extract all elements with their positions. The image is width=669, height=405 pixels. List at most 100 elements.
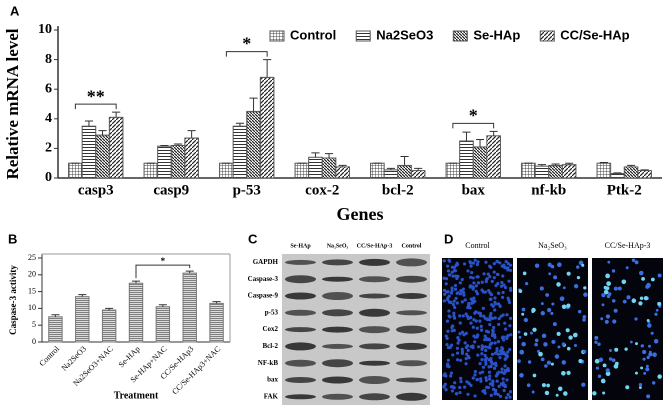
cell (480, 345, 484, 350)
bar (209, 302, 224, 343)
cell (621, 279, 627, 285)
cell (608, 348, 612, 352)
cell (482, 314, 486, 318)
cell (465, 352, 469, 356)
cell (602, 391, 606, 395)
legend-label: Na2SeO3 (376, 27, 433, 42)
cell (557, 262, 562, 267)
cell (561, 304, 567, 310)
cell (494, 283, 498, 288)
cell (492, 366, 497, 370)
cell (611, 358, 616, 363)
image-title: CC/Se-HAp-3 (605, 241, 651, 250)
bar (486, 135, 501, 179)
cell (444, 388, 448, 392)
cell (518, 335, 522, 339)
cell (641, 277, 645, 281)
cell (455, 358, 460, 362)
cell (546, 360, 551, 365)
cell (443, 292, 447, 296)
cell (459, 358, 463, 363)
cell (493, 351, 498, 355)
cell (558, 386, 563, 391)
error-bar (185, 270, 194, 274)
cell (522, 271, 527, 276)
cell (581, 382, 586, 387)
error-bar (131, 280, 141, 284)
significance-mark: * (469, 106, 478, 126)
cell (504, 356, 508, 361)
cell (508, 316, 513, 320)
cell (631, 298, 637, 303)
cell (631, 258, 636, 263)
bar (410, 170, 426, 179)
y-tick-label: 6 (45, 81, 52, 96)
cell (472, 281, 476, 285)
cell (446, 264, 450, 268)
image-title: Control (465, 241, 490, 250)
blot-band (396, 360, 427, 367)
cell (646, 355, 650, 360)
bar (521, 162, 536, 179)
cell (592, 391, 597, 396)
bar (81, 125, 97, 179)
cell (476, 345, 481, 349)
cell (502, 338, 506, 342)
cell (458, 321, 462, 325)
cell (496, 371, 500, 375)
cell (638, 301, 643, 306)
significance-mark: * (161, 256, 166, 266)
cell (497, 322, 501, 327)
x-tick-label: Ptk-2 (607, 182, 642, 198)
cell (548, 272, 552, 276)
cell (518, 289, 523, 294)
bar (232, 125, 248, 179)
cell (638, 386, 642, 389)
cell (643, 371, 647, 375)
cell (600, 317, 604, 321)
cell (601, 293, 606, 298)
cell (446, 329, 450, 333)
blot-band (285, 377, 316, 383)
cell (455, 291, 459, 295)
cell (625, 266, 629, 270)
cell (451, 324, 455, 328)
cell (469, 297, 473, 301)
cell (450, 385, 455, 389)
cell (502, 283, 506, 287)
cell (476, 353, 480, 357)
cell (490, 303, 494, 307)
error-bar (311, 152, 320, 158)
blot-band (359, 293, 390, 299)
cell (517, 330, 521, 334)
bar (596, 162, 612, 179)
cell (501, 335, 505, 339)
cell (598, 357, 604, 362)
cell (479, 379, 483, 383)
cell (498, 356, 502, 360)
blot-row-label: Bcl-2 (262, 342, 278, 350)
cell (640, 344, 644, 348)
cell (499, 314, 503, 318)
cell (640, 366, 644, 370)
cell (496, 302, 501, 306)
error-bar (263, 59, 272, 78)
cell (576, 265, 580, 269)
cell (534, 338, 539, 343)
cell (605, 368, 610, 373)
bar (259, 76, 275, 179)
image-frame (592, 258, 663, 400)
cell (466, 354, 470, 359)
cell (645, 283, 651, 288)
cell (487, 288, 491, 293)
error-bar (338, 164, 347, 167)
cell (614, 347, 619, 352)
error-bar (462, 131, 471, 141)
cell (504, 259, 508, 264)
cell (447, 294, 451, 298)
cell (498, 304, 502, 309)
cell (496, 291, 501, 295)
cell (634, 260, 639, 265)
blot-band (396, 392, 427, 401)
